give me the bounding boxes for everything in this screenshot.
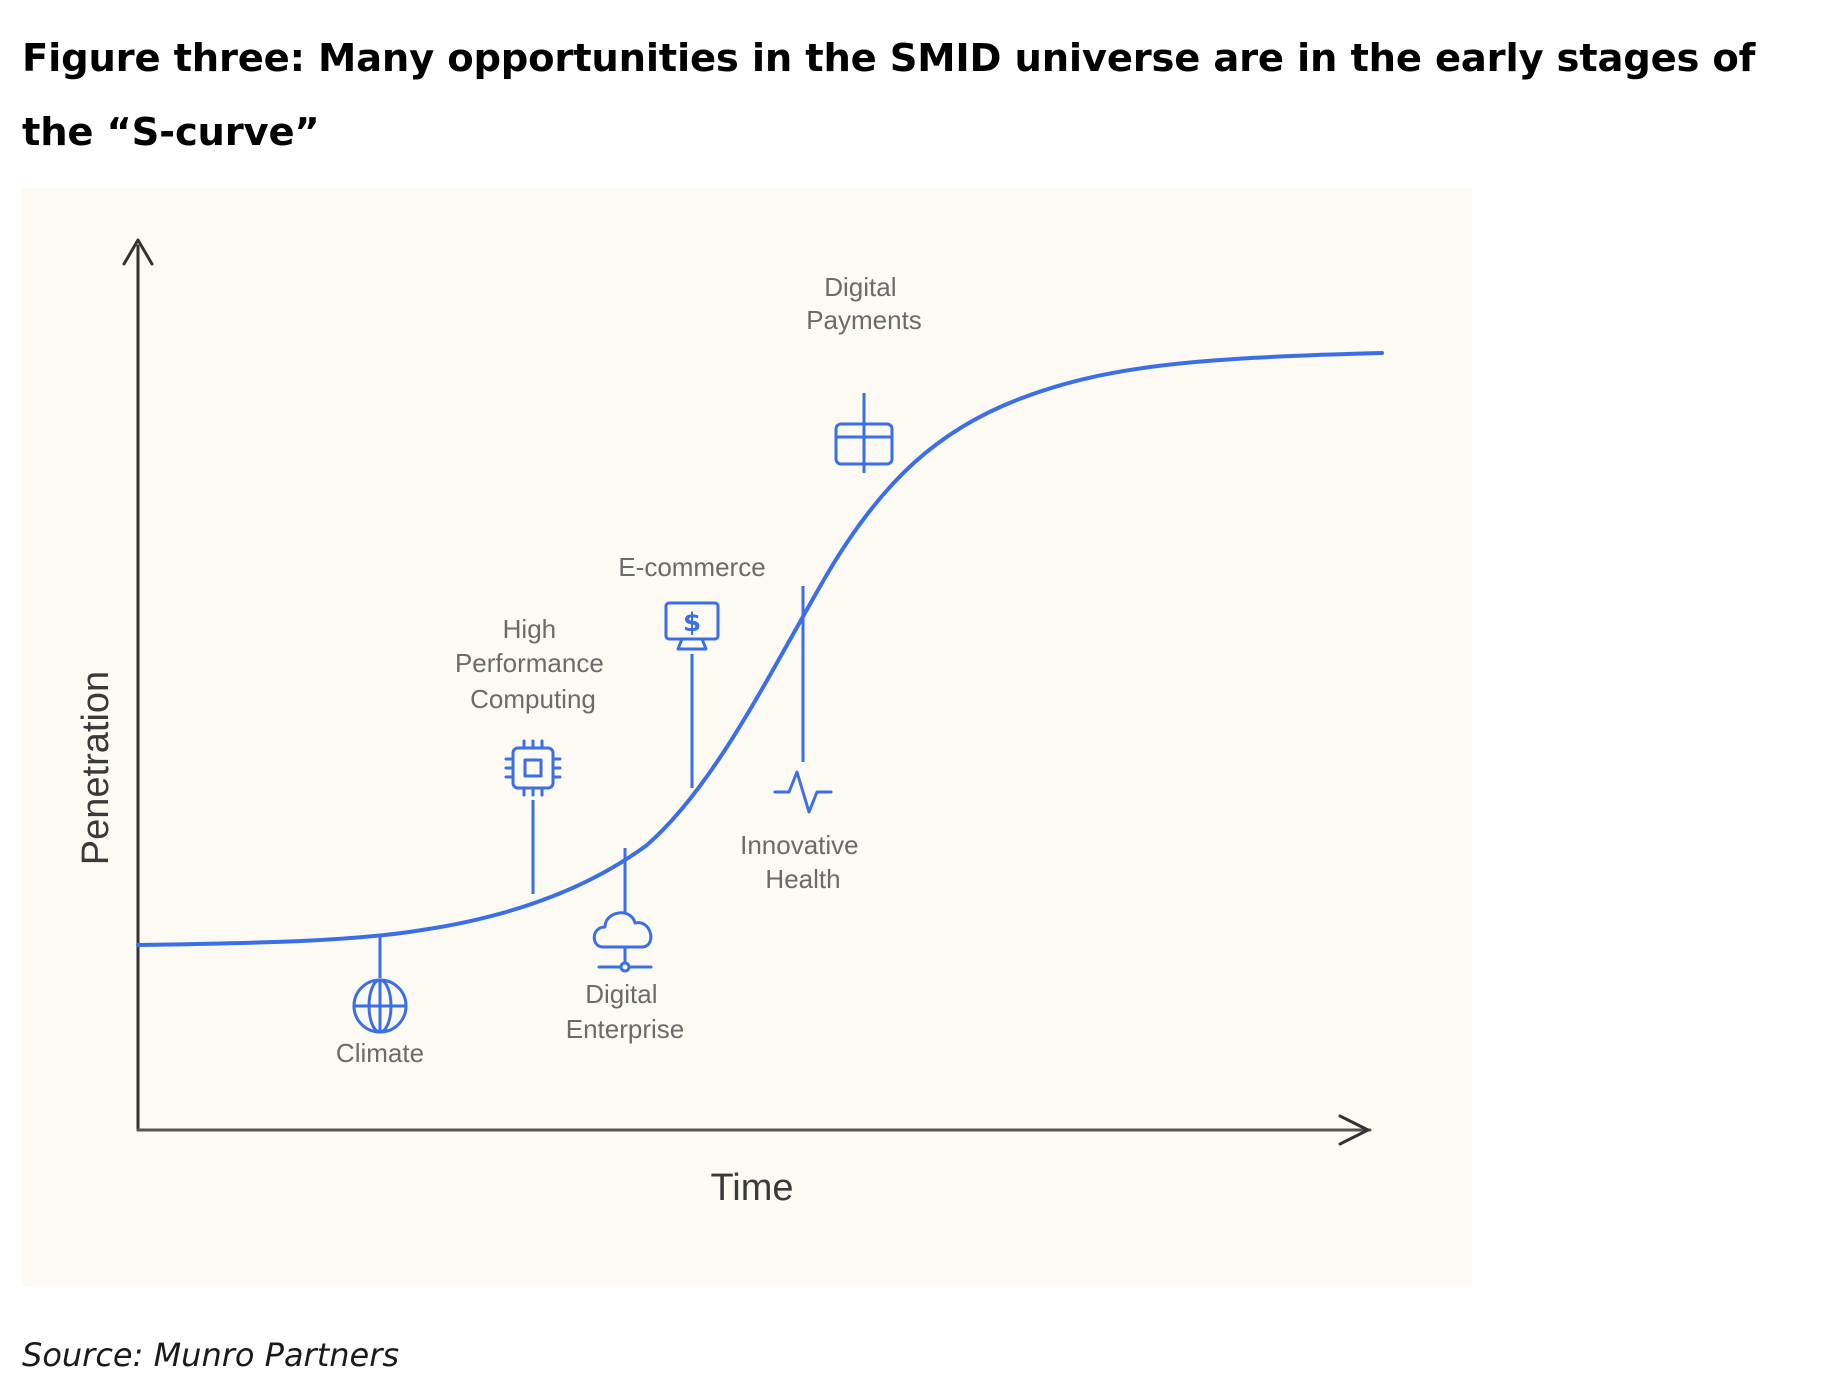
marker-connectors bbox=[378, 393, 866, 978]
marker-labels: Climate High Performance Computing Digit… bbox=[336, 272, 922, 1068]
svg-text:$: $ bbox=[683, 608, 701, 638]
monitor-dollar-icon: $ bbox=[664, 601, 720, 651]
pulse-icon bbox=[773, 770, 833, 814]
chip-icon bbox=[504, 739, 562, 797]
x-axis-arrowhead bbox=[1338, 1114, 1370, 1146]
y-axis-label: Penetration bbox=[75, 671, 117, 865]
s-curve-line bbox=[136, 351, 1384, 947]
marker-label-innovative-health: Innovative Health bbox=[740, 830, 866, 894]
figure-title: Figure three: Many opportunities in the … bbox=[22, 36, 1756, 155]
s-curve-svg: Penetration Time bbox=[75, 238, 1384, 1209]
card-icon bbox=[834, 422, 894, 466]
marker-label-digital-payments: Digital Payments bbox=[806, 272, 922, 335]
cloud-network-icon bbox=[592, 911, 653, 973]
marker-label-digital-enterprise: Digital Enterprise bbox=[566, 979, 685, 1044]
y-axis-arrowhead bbox=[122, 238, 154, 266]
x-axis-label: Time bbox=[710, 1167, 793, 1209]
globe-icon bbox=[352, 978, 408, 1034]
s-curve-diagram: Penetration Time bbox=[22, 188, 1472, 1286]
axes bbox=[122, 238, 1372, 1146]
marker-label-ecommerce: E-commerce bbox=[618, 552, 765, 582]
marker-label-climate: Climate bbox=[336, 1038, 424, 1068]
marker-label-hpc: High Performance Computing bbox=[455, 614, 611, 714]
figure-source: Source: Munro Partners bbox=[22, 1336, 400, 1374]
